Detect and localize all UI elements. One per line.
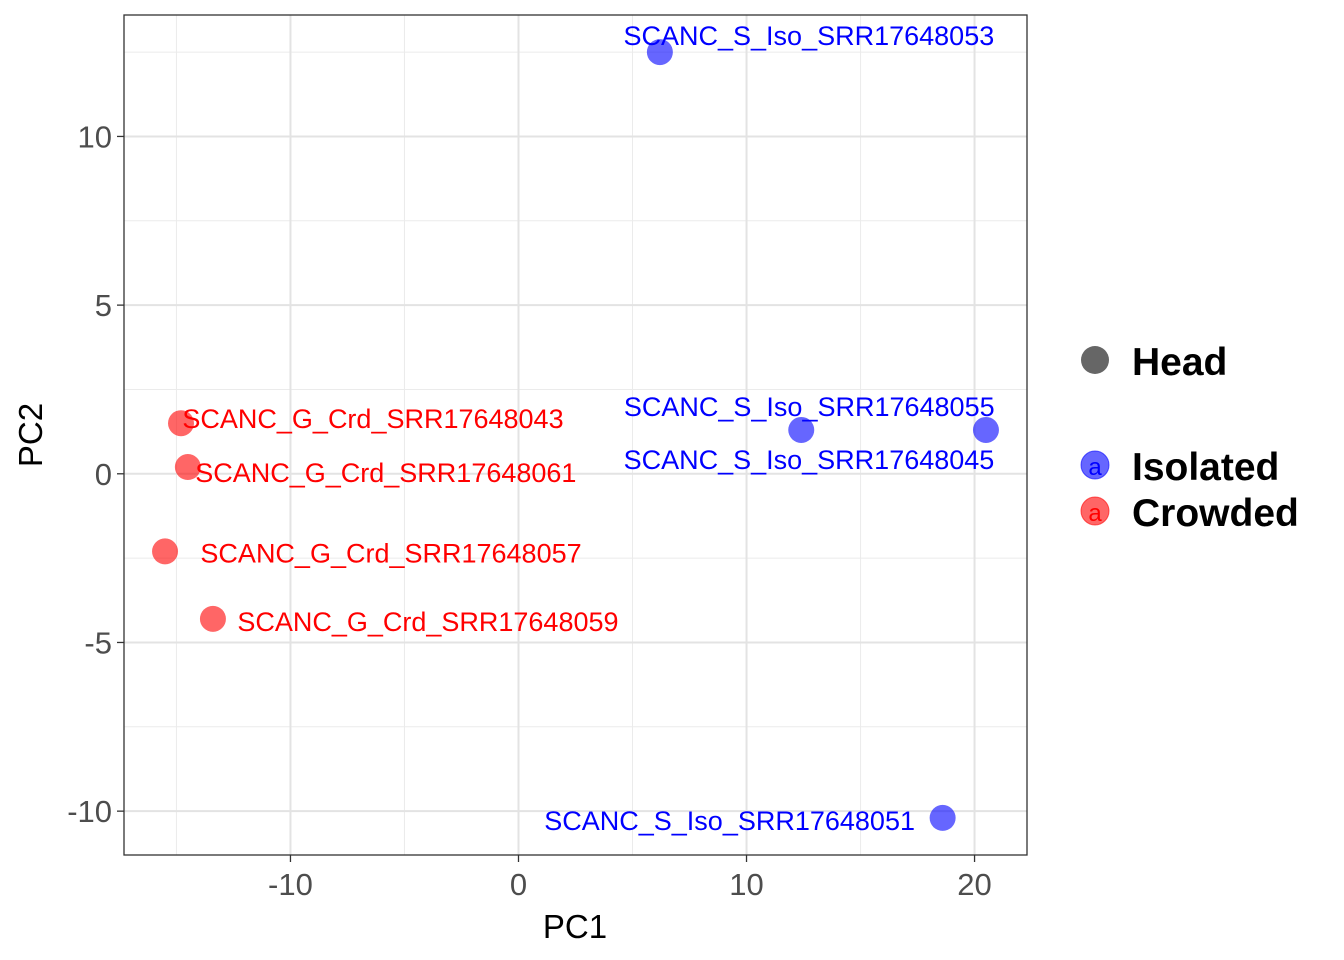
points-layer: [152, 39, 999, 831]
data-point: [199, 605, 226, 632]
legend-isolated-key-glyph: a: [1088, 454, 1102, 481]
x-tick-label: -10: [268, 867, 313, 902]
legend-crowded-key: [1080, 496, 1110, 526]
point-label: SCANC_G_Crd_SRR17648057: [200, 538, 581, 568]
y-tick-label: -5: [84, 625, 112, 660]
point-label: SCANC_S_Iso_SRR17648055: [624, 392, 995, 422]
y-axis-title: PC2: [12, 403, 49, 467]
x-tick-label: 10: [729, 867, 763, 902]
y-tick-label: -10: [67, 794, 112, 829]
y-tick-label: 5: [95, 288, 112, 323]
labels-layer: SCANC_S_Iso_SRR17648053 SCANC_S_Iso_SRR17…: [182, 21, 994, 836]
legend-head-label: Head: [1132, 341, 1227, 384]
y-tick-label: 10: [78, 119, 112, 154]
x-tick-label: 20: [957, 867, 991, 902]
point-label: SCANC_G_Crd_SRR17648061: [195, 458, 576, 488]
point-label: SCANC_G_Crd_SRR17648043: [182, 404, 563, 434]
data-point: [174, 454, 201, 481]
data-point: [152, 538, 179, 565]
point-label: SCANC_S_Iso_SRR17648045: [624, 445, 995, 475]
data-point: [972, 416, 999, 443]
x-axis-title: PC1: [543, 908, 607, 945]
legend: Head a Isolated a Crowded: [1080, 341, 1299, 535]
point-label: SCANC_G_Crd_SRR17648059: [237, 607, 618, 637]
plot-panel-background: [124, 15, 1027, 855]
data-point: [646, 39, 673, 66]
legend-crowded-key-glyph: a: [1088, 500, 1102, 527]
data-point: [788, 416, 815, 443]
data-point: [929, 804, 956, 831]
x-tick-label: 0: [510, 867, 527, 902]
point-label: SCANC_S_Iso_SRR17648053: [624, 21, 995, 51]
legend-isolated-label: Isolated: [1132, 446, 1279, 489]
legend-isolated-key: [1080, 450, 1110, 480]
point-label: SCANC_S_Iso_SRR17648051: [544, 806, 915, 836]
legend-crowded-label: Crowded: [1132, 492, 1299, 535]
data-point: [168, 410, 195, 437]
legend-head-key: [1081, 346, 1109, 374]
y-tick-label: 0: [95, 457, 112, 492]
plot-panel-border: [123, 14, 1028, 856]
axes: -10 0 10 20 -10 -5 0 5 10: [67, 119, 992, 902]
